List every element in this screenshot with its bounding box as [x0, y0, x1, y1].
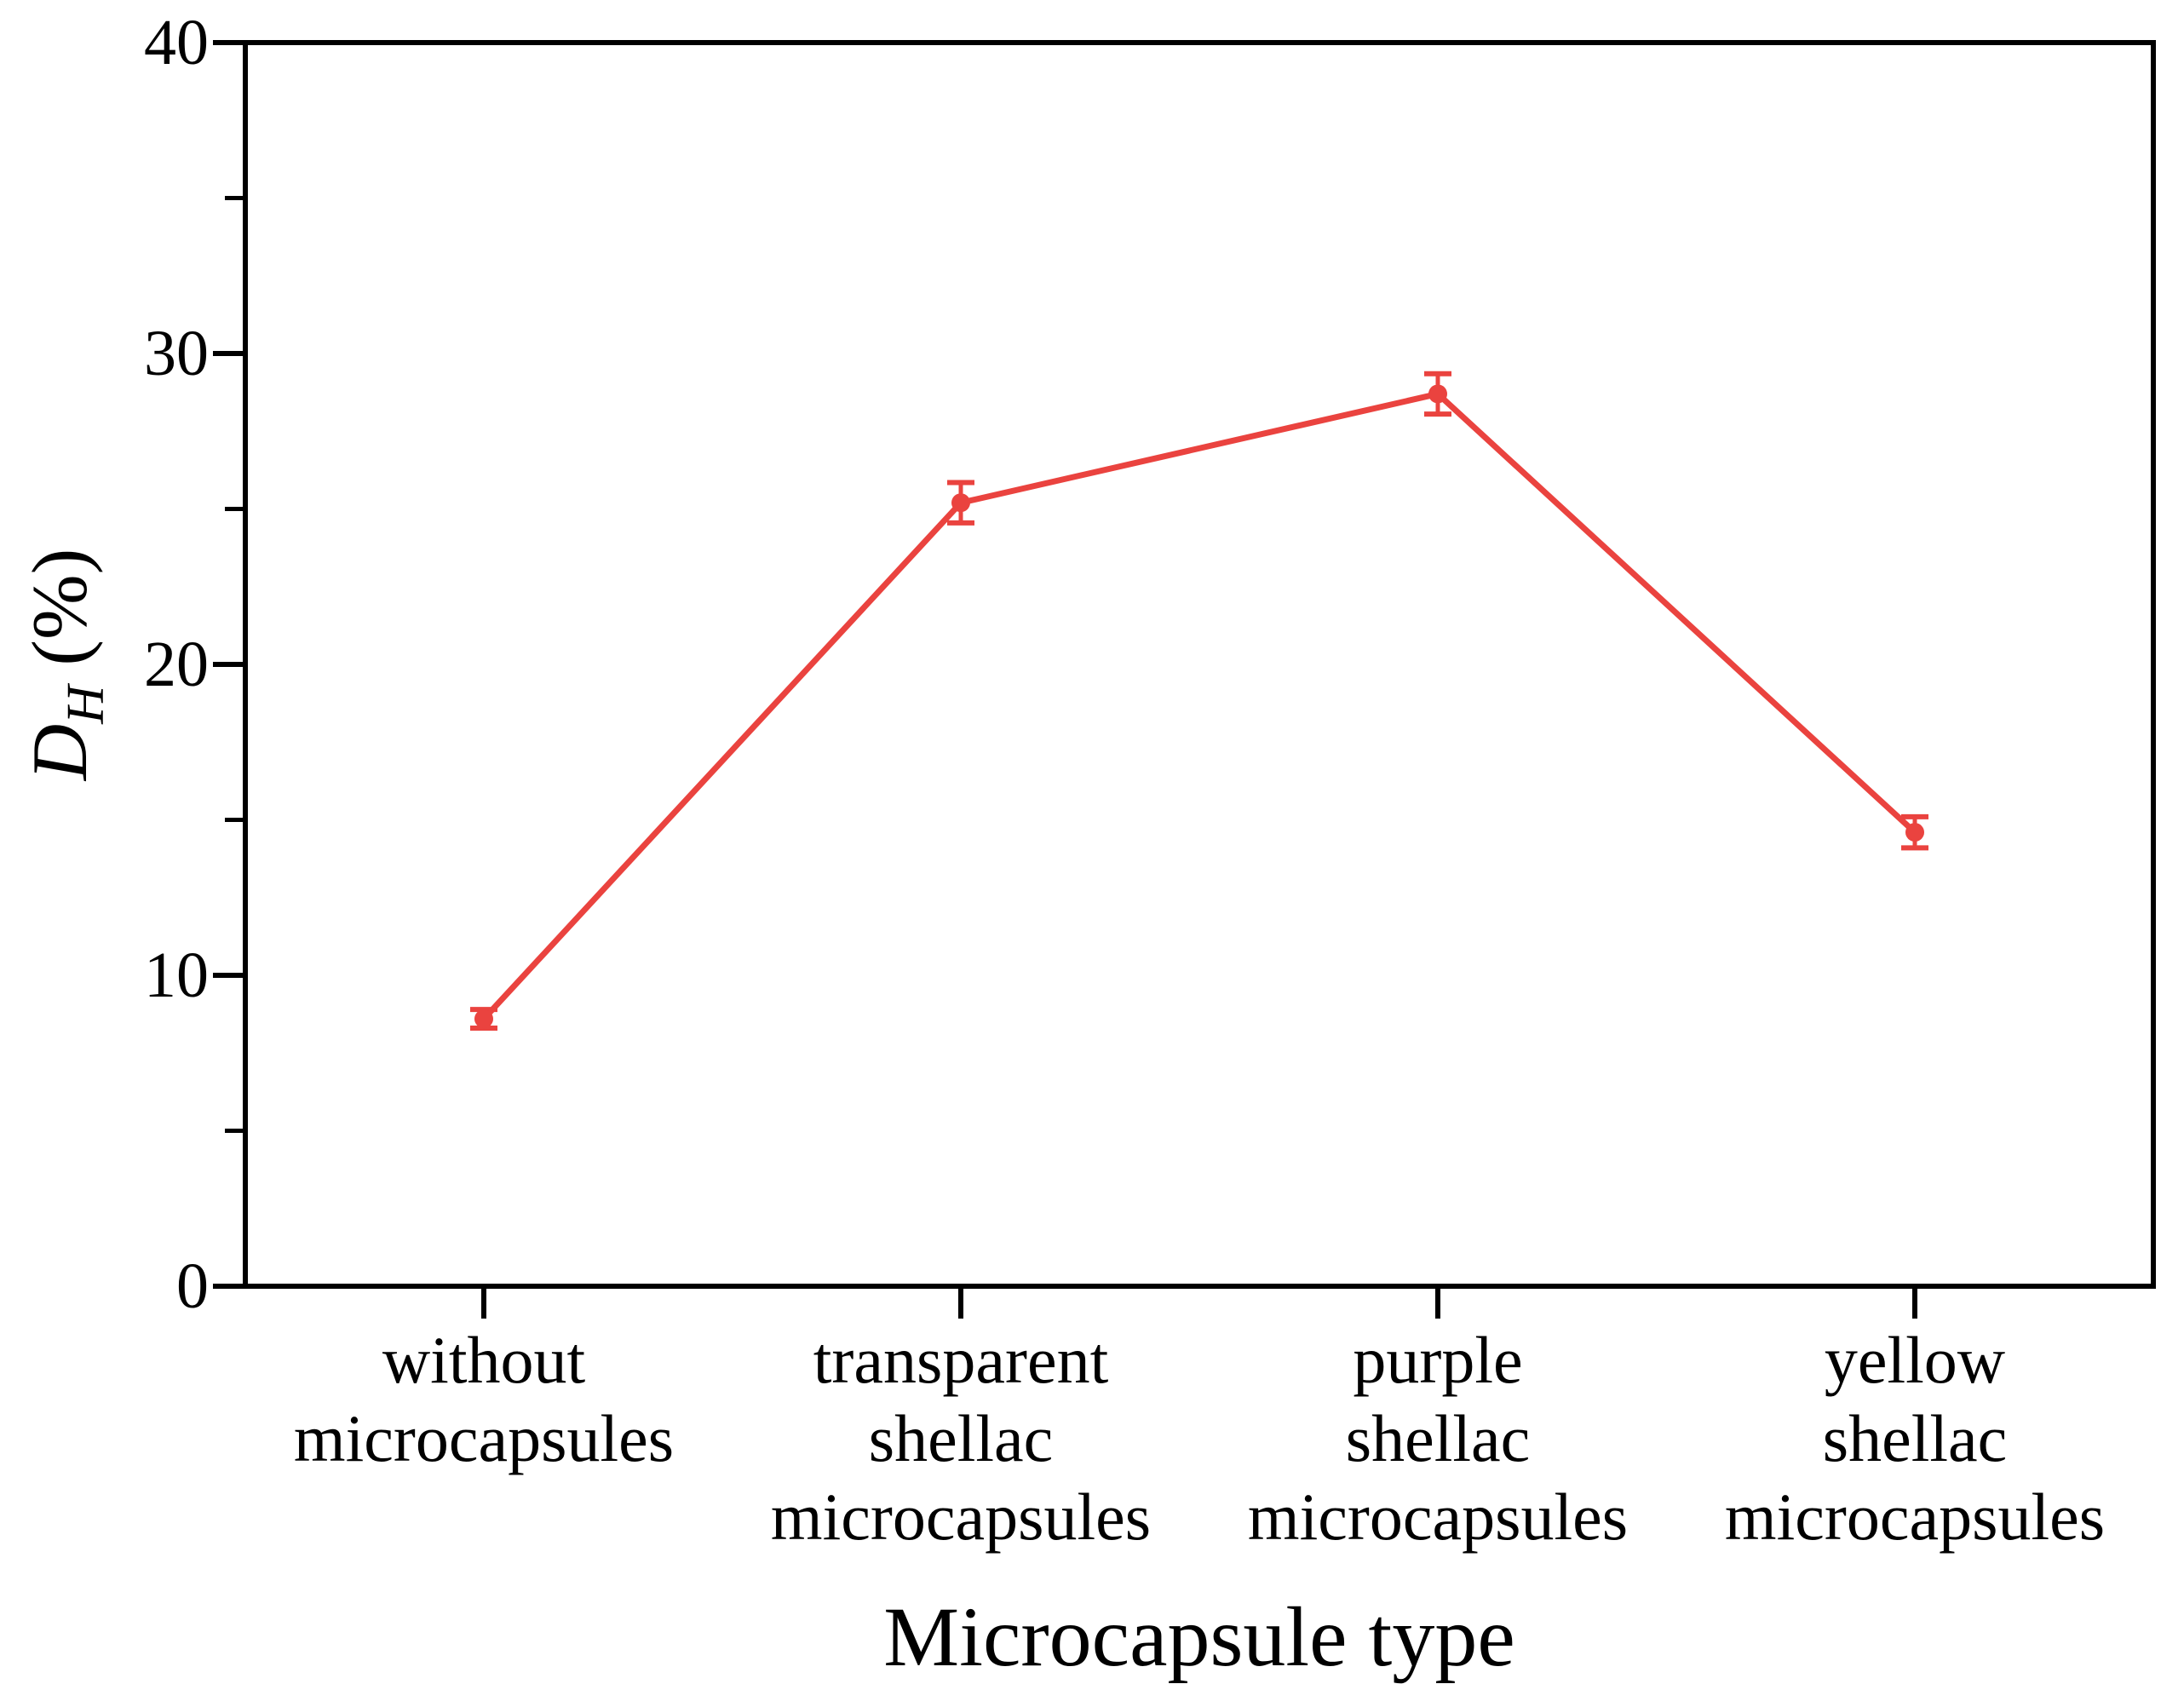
data-point-3 — [1905, 823, 1924, 842]
series-line — [481, 390, 1917, 1021]
x-tick-label-yellow-shellac-microcapsules: yellow shellac microcapsules — [1724, 1323, 2106, 1554]
y-tick-label-0: 0 — [176, 1250, 209, 1322]
y-tick-label-10: 10 — [144, 940, 209, 1011]
y-axis-unit: (%) — [16, 548, 103, 686]
x-tick-label-without-microcapsules: without microcapsules — [293, 1323, 675, 1475]
x-tick-label-transparent-shellac-microcapsules: transparent shellac microcapsules — [770, 1323, 1152, 1554]
x-tick-label-purple-shellac-microcapsules: purple shellac microcapsules — [1247, 1323, 1629, 1554]
data-point-2 — [1428, 384, 1447, 404]
y-tick-label-30: 30 — [144, 318, 209, 389]
y-tick-label-40: 40 — [144, 7, 209, 78]
y-axis-subscript: H — [55, 685, 115, 724]
data-point-0 — [474, 1009, 493, 1029]
y-tick-label-20: 20 — [144, 629, 209, 700]
y-axis-title: DH (%) — [16, 549, 114, 781]
data-point-1 — [951, 493, 970, 513]
plot-border — [243, 40, 2156, 1289]
y-axis-symbol: D — [16, 723, 103, 781]
x-axis-title: Microcapsule type — [883, 1589, 1515, 1684]
